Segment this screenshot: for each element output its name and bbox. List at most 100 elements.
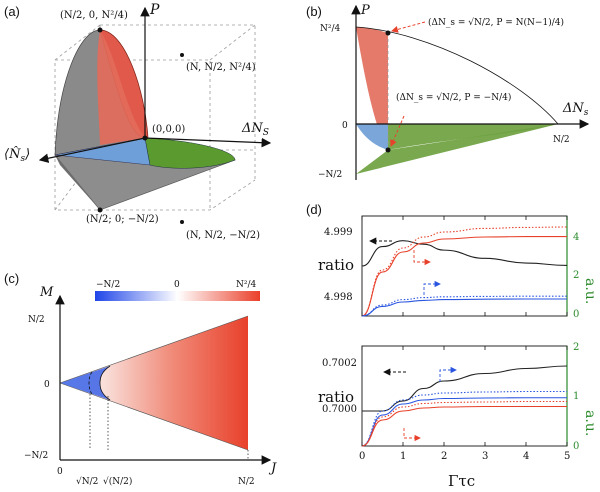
p-axis-label: P	[149, 2, 160, 18]
c-ytick-zero: 0	[44, 380, 50, 390]
panel-c: (c) −N/2 0 N²/4 M J N/2 0 −N/2 0 √N/2 √(…	[4, 271, 277, 487]
b-arrow-upper	[391, 21, 426, 33]
d-lower-series-1	[361, 397, 567, 447]
upper-boundary-curve	[355, 26, 559, 125]
d-upper-y2tick-2: 4	[573, 232, 579, 243]
c-xtick-1: √N/2	[76, 476, 98, 487]
d-upper-series-0	[361, 240, 568, 267]
colorbar-min: −N/2	[96, 280, 120, 290]
d-lower-y2tick-1: 1	[573, 391, 579, 402]
b-point-lower	[385, 147, 391, 153]
point-bottom-label: (N/2; 0; −N/2)	[86, 214, 159, 225]
panel-d: (d) ratio a.u. 4.998 4.999 0 2 4 ratio a…	[306, 202, 598, 490]
d-upper-frame	[361, 215, 568, 317]
b-y-top: N²/4	[320, 24, 341, 34]
m-axis-label: M	[39, 285, 54, 300]
red-dome-face	[97, 30, 145, 145]
d-upper-y2tick-1: 2	[573, 270, 579, 281]
d-upper-arrow-blue	[423, 280, 441, 295]
point-origin-label: (0,0,0)	[152, 124, 185, 135]
panel-label-d: (d)	[306, 202, 322, 217]
d-upper-y2tick-0: 0	[573, 309, 579, 320]
d-lower-ylabel: ratio	[318, 388, 354, 406]
d-upper-series-4	[361, 295, 568, 317]
b-y-zero: 0	[342, 121, 348, 131]
panel-label-b: (b)	[306, 4, 322, 19]
boundary-dashed	[88, 371, 93, 395]
ns-axis-label: ⟨N̂s⟩	[4, 146, 30, 164]
d-xlabel: Γτc	[448, 472, 475, 490]
point-top-label: (N/2, 0, N²/4)	[60, 10, 128, 21]
d-upper-ylabel: ratio	[318, 256, 354, 274]
d-lower-y2tick-0: 0	[573, 441, 579, 452]
d-lower-series-3	[361, 405, 567, 447]
gray-lower-shade	[55, 155, 100, 210]
d-upper-series-3	[361, 298, 567, 317]
dns-axis	[144, 137, 272, 148]
d-upper-ytick-0: 4.998	[324, 292, 353, 303]
panel-b: (b) P ΔNs N²/4 0 −N/2 N/2 (ΔN_s = √N/2, …	[306, 3, 590, 180]
d-lower-frame	[361, 345, 568, 447]
colorbar-max: N²/4	[236, 280, 257, 290]
d-upper-series	[361, 226, 568, 317]
wedge-upper-edge	[59, 315, 249, 384]
heatmap-blue-tip	[60, 366, 110, 400]
red-area	[356, 27, 388, 150]
b-y-bottom: −N/2	[318, 170, 342, 180]
j-axis-label: J	[268, 461, 277, 476]
green-floor	[144, 137, 236, 169]
d-upper-ytick-1: 4.999	[324, 227, 353, 238]
d-lower-series-2	[361, 390, 567, 447]
green-area-lower	[356, 124, 558, 174]
wedge-lower-edge	[59, 382, 249, 451]
b-x-end: N/2	[553, 135, 570, 145]
blue-area	[356, 124, 388, 150]
b-arrow-lower	[390, 115, 405, 147]
d-lower-series-4	[361, 400, 567, 447]
d-lower-ytick-0: 0.7000	[322, 404, 357, 415]
b-point-upper	[385, 30, 391, 36]
d-lower-ytick-1: 0.7002	[322, 358, 357, 369]
d-xtick-label-5: 5	[564, 451, 570, 462]
d-upper-series-2	[361, 226, 568, 317]
c-ytick-bottom: −N/2	[24, 451, 48, 461]
point-top	[97, 27, 103, 33]
d-upper-arrow-red	[413, 250, 431, 266]
d-lower-arrow-red	[403, 428, 421, 442]
green-area	[356, 124, 558, 174]
b-p-label: P	[360, 3, 370, 18]
d-xtick-label-0: 0	[359, 451, 365, 462]
panel-a: (a) P ΔNS ⟨N̂s⟩ (N/2, 0, N²/4) (N, N/2, …	[4, 2, 272, 241]
point-right-bottom-label: (N, N/2, −N/2)	[186, 230, 260, 241]
d-xticks: 0 1 2 3 4 5	[359, 216, 570, 462]
heatmap-wedge	[60, 316, 248, 450]
point-right-top-label: (N, N/2, N²/4)	[186, 62, 256, 73]
c-xtick-2: √(N/2)	[103, 476, 132, 487]
point-origin	[142, 135, 148, 141]
d-lower-arrow-blue	[439, 366, 457, 382]
colorbar-mid: 0	[174, 280, 180, 290]
b-annotation-upper: (ΔN_s = √N/2, P = N(N−1)/4)	[428, 17, 564, 28]
panel-label-c: (c)	[4, 271, 19, 286]
c-xtick-0: 0	[57, 467, 63, 477]
ns-axis	[38, 137, 146, 163]
c-xtick-3: N/2	[238, 477, 255, 487]
d-lower-series-0	[361, 365, 568, 412]
b-annotation-lower: (ΔN_s = √N/2, P = −N/4)	[396, 92, 511, 103]
point-bottom	[97, 207, 103, 213]
d-lower-y2label: a.u.	[582, 410, 598, 436]
panel-label-a: (a)	[4, 4, 20, 19]
b-dns-label: ΔNs	[562, 101, 589, 118]
dns-axis-label: ΔNS	[241, 121, 269, 138]
point-right-bottom	[180, 220, 184, 224]
d-xtick-label-1: 1	[400, 451, 406, 462]
d-upper-series-1	[361, 236, 567, 317]
d-lower-y2tick-2: 2	[573, 342, 579, 353]
d-xtick-label-2: 2	[441, 451, 447, 462]
d-xtick-label-3: 3	[482, 451, 488, 462]
d-xtick-label-4: 4	[523, 451, 529, 462]
c-ytick-top: N/2	[28, 315, 45, 325]
boundary-solid	[99, 365, 111, 401]
colorbar	[95, 291, 260, 301]
